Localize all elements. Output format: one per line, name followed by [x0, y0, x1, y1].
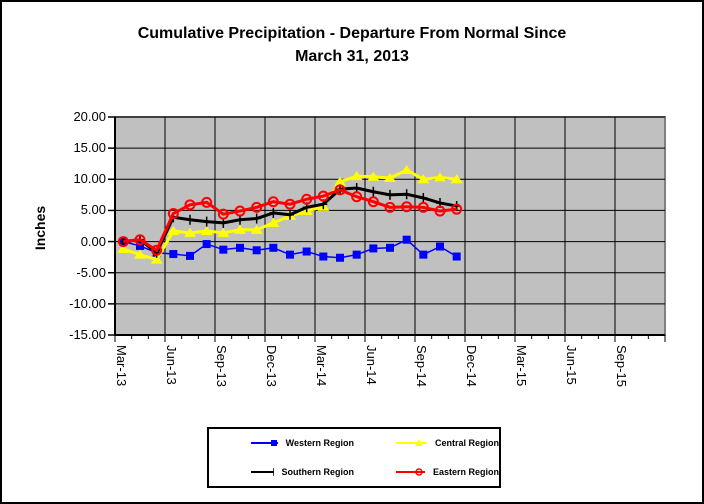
marker-triangle — [150, 254, 163, 264]
x-tick-label: Jun-13 — [164, 345, 180, 385]
x-tick-label: Jun-15 — [564, 345, 580, 385]
marker-circle — [284, 198, 296, 210]
marker-circle — [367, 196, 379, 208]
x-tick-label: Sep-14 — [414, 345, 430, 387]
marker-triangle — [334, 176, 346, 186]
marker-square — [286, 250, 294, 259]
marker-square — [402, 235, 411, 244]
marker-circle — [167, 208, 179, 220]
marker-triangle — [384, 173, 396, 183]
plot-background — [114, 116, 666, 336]
y-tick-label: 10.00 — [73, 171, 106, 187]
legend: Western Region Central Region Southern Reg… — [207, 427, 501, 488]
marker-square — [269, 243, 278, 252]
x-tick-label: Sep-15 — [614, 345, 630, 387]
marker-triangle — [450, 174, 463, 184]
plot-area — [108, 116, 666, 342]
marker-circle — [184, 199, 196, 211]
legend-label: Southern Region — [281, 466, 355, 477]
marker-circle — [301, 193, 313, 205]
marker-square — [169, 250, 178, 259]
marker-circle — [201, 196, 213, 208]
y-tick-label: -5.00 — [76, 264, 106, 280]
y-tick-label: 5.00 — [80, 202, 106, 218]
marker-square — [202, 240, 211, 249]
marker-square — [319, 252, 328, 261]
y-tick-label: -10.00 — [69, 295, 106, 311]
x-tick-label: Dec-13 — [264, 345, 280, 387]
y-tick-label: -15.00 — [69, 327, 106, 342]
marker-triangle — [250, 224, 263, 234]
x-tick-label: Mar-15 — [514, 345, 530, 387]
x-tick-label: Mar-14 — [314, 345, 330, 387]
marker-square — [302, 247, 311, 256]
marker-triangle — [350, 171, 363, 181]
marker-circle — [151, 244, 163, 256]
marker-circle — [384, 201, 396, 213]
marker-square — [336, 253, 344, 262]
marker-square — [236, 243, 244, 252]
y-tick-label: 15.00 — [73, 140, 106, 156]
marker-circle — [417, 201, 429, 213]
marker-circle — [117, 236, 129, 248]
marker-square — [436, 242, 444, 251]
chart-title: Cumulative Precipitation - Departure Fro… — [2, 22, 702, 68]
marker-square — [252, 246, 261, 255]
y-tick-label: 20.00 — [73, 109, 106, 124]
marker-circle — [351, 191, 363, 203]
marker-triangle — [417, 174, 430, 184]
y-tick-label: 0.00 — [80, 233, 106, 249]
legend-item-western-region: Western Region — [209, 438, 354, 448]
legend-triangle-swatch-icon — [396, 439, 427, 447]
marker-circle — [234, 205, 246, 217]
marker-square — [419, 250, 428, 259]
legend-circle-swatch-icon — [396, 468, 425, 476]
series-line-eastern-region — [123, 188, 457, 253]
marker-circle — [317, 190, 329, 202]
x-tick-label: Jun-14 — [364, 345, 380, 385]
legend-label: Eastern Region — [432, 466, 499, 477]
x-tick-label: Sep-13 — [214, 345, 230, 387]
marker-square — [136, 241, 144, 250]
marker-triangle — [117, 244, 130, 254]
marker-square — [386, 243, 394, 252]
legend-square-swatch-icon — [251, 440, 278, 447]
marker-circle — [217, 208, 229, 220]
chart-title-line2: March 31, 2013 — [295, 48, 409, 65]
marker-circle — [251, 201, 263, 213]
marker-triangle — [184, 227, 196, 237]
marker-triangle — [434, 172, 446, 182]
marker-triangle — [200, 225, 213, 235]
marker-circle — [334, 184, 346, 196]
marker-triangle — [400, 164, 413, 174]
marker-triangle — [134, 249, 146, 259]
legend-label: Central Region — [434, 438, 499, 449]
marker-square — [219, 245, 228, 254]
x-tick-label: Mar-13 — [114, 345, 130, 387]
legend-plus-swatch-icon — [251, 467, 274, 476]
legend-item-southern-region: Southern Region — [209, 467, 354, 477]
marker-circle — [451, 203, 463, 215]
marker-circle — [434, 205, 446, 217]
x-tick-label: Dec-14 — [464, 345, 480, 387]
marker-square — [452, 252, 461, 261]
chart-title-line1: Cumulative Precipitation - Departure Fro… — [137, 25, 567, 42]
marker-square — [352, 250, 361, 259]
marker-triangle — [217, 227, 230, 237]
marker-triangle — [167, 225, 180, 235]
marker-circle — [401, 201, 413, 213]
marker-square — [186, 251, 194, 260]
legend-item-central-region: Central Region — [354, 438, 499, 448]
legend-label: Western Region — [285, 438, 354, 449]
marker-triangle — [267, 217, 280, 227]
marker-circle — [134, 234, 146, 246]
legend-item-eastern-region: Eastern Region — [354, 467, 499, 477]
marker-triangle — [367, 171, 380, 181]
marker-square — [369, 244, 378, 253]
marker-triangle — [234, 224, 246, 234]
marker-circle — [267, 196, 279, 208]
